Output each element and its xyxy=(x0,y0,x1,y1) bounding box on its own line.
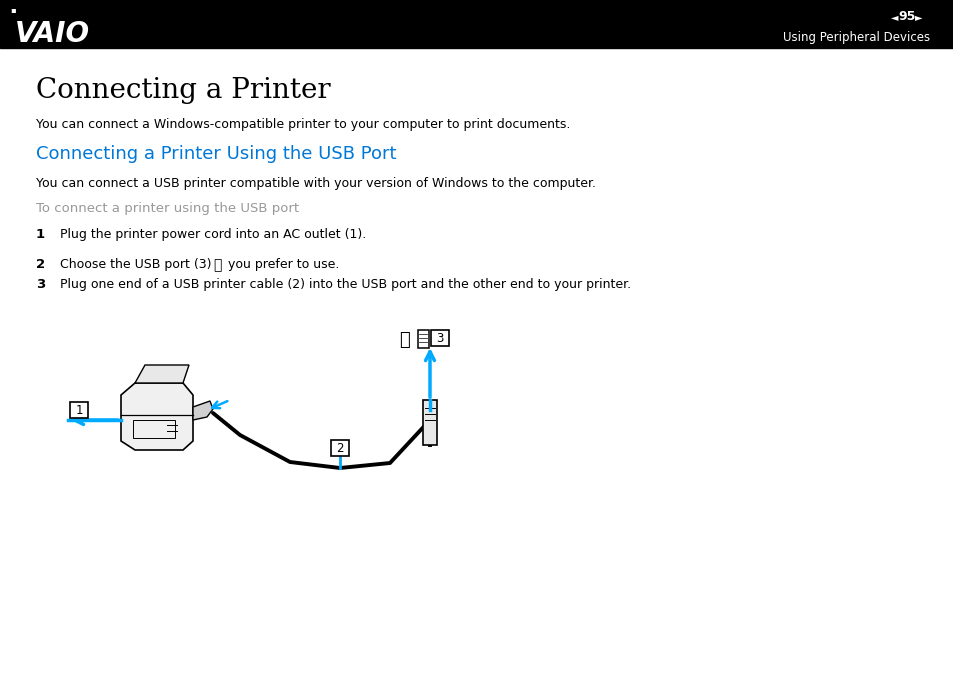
Text: ◄: ◄ xyxy=(890,12,898,22)
Text: Using Peripheral Devices: Using Peripheral Devices xyxy=(782,30,929,44)
Text: 1: 1 xyxy=(75,404,83,417)
Text: Connecting a Printer: Connecting a Printer xyxy=(36,77,331,104)
FancyBboxPatch shape xyxy=(70,402,88,418)
Text: 2: 2 xyxy=(36,258,45,271)
Polygon shape xyxy=(193,401,213,420)
Text: Plug one end of a USB printer cable (2) into the USB port and the other end to y: Plug one end of a USB printer cable (2) … xyxy=(60,278,631,291)
Bar xyxy=(422,400,436,445)
Text: 3: 3 xyxy=(436,332,443,344)
Text: 1: 1 xyxy=(36,228,45,241)
Polygon shape xyxy=(135,365,189,383)
Text: To connect a printer using the USB port: To connect a printer using the USB port xyxy=(36,202,299,215)
Bar xyxy=(417,330,429,348)
Text: You can connect a USB printer compatible with your version of Windows to the com: You can connect a USB printer compatible… xyxy=(36,177,596,190)
Text: Connecting a Printer Using the USB Port: Connecting a Printer Using the USB Port xyxy=(36,145,396,163)
Bar xyxy=(0,0,953,48)
Text: 2: 2 xyxy=(335,441,343,454)
Text: VAIO: VAIO xyxy=(15,20,90,48)
Text: ⮹: ⮹ xyxy=(213,258,221,272)
Text: You can connect a Windows-compatible printer to your computer to print documents: You can connect a Windows-compatible pri… xyxy=(36,118,570,131)
Text: you prefer to use.: you prefer to use. xyxy=(228,258,339,271)
Text: Plug the printer power cord into an AC outlet (1).: Plug the printer power cord into an AC o… xyxy=(60,228,366,241)
Text: 3: 3 xyxy=(36,278,45,291)
FancyBboxPatch shape xyxy=(431,330,449,346)
Bar xyxy=(132,420,174,438)
Text: ▪: ▪ xyxy=(10,5,15,15)
FancyBboxPatch shape xyxy=(331,440,349,456)
Polygon shape xyxy=(121,383,193,450)
Text: ►: ► xyxy=(914,12,922,22)
Text: Choose the USB port (3): Choose the USB port (3) xyxy=(60,258,212,271)
Text: 95: 95 xyxy=(898,11,915,24)
Text: ⮹: ⮹ xyxy=(399,331,410,349)
